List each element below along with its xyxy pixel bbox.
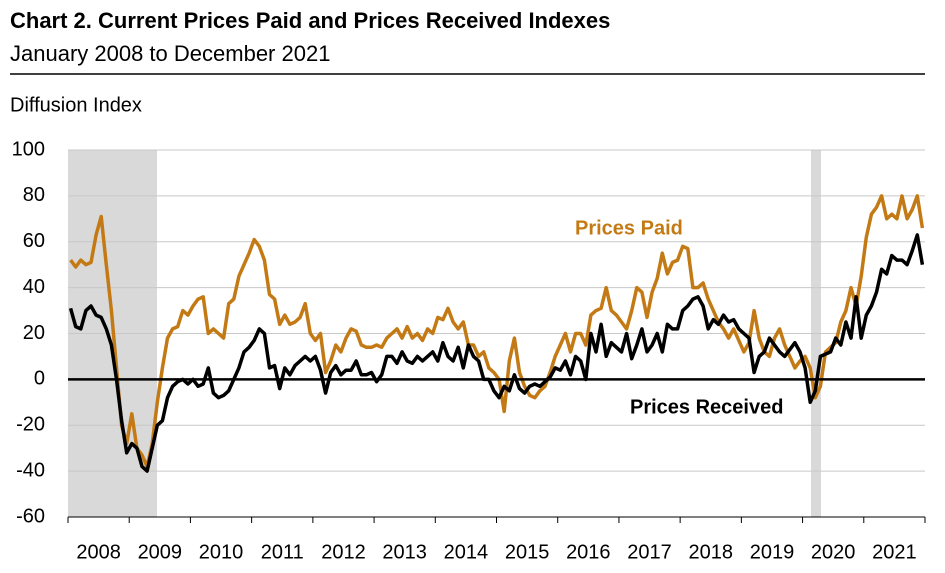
y-axis-label: Diffusion Index — [10, 94, 142, 116]
x-tick-label: 2011 — [261, 541, 304, 563]
x-tick-label: 2019 — [750, 541, 795, 563]
data-line — [69, 194, 925, 469]
y-tick-label: 60 — [23, 230, 45, 252]
y-tick-label: 20 — [23, 322, 45, 344]
x-tick-label: 2010 — [199, 541, 244, 563]
y-tick-label: 80 — [23, 184, 45, 206]
chart-title: Chart 2. Current Prices Paid and Prices … — [10, 8, 610, 33]
y-tick-label: 40 — [23, 276, 45, 298]
x-tick-label: 2015 — [505, 541, 550, 563]
x-tick-label: 2013 — [382, 541, 427, 563]
chart-subtitle: January 2008 to December 2021 — [10, 41, 330, 66]
x-tick-label: 2014 — [444, 541, 489, 563]
x-tick-label: 2009 — [138, 541, 183, 563]
y-tick-label: 100 — [12, 138, 45, 160]
x-tick-label: 2008 — [76, 541, 121, 563]
x-tick-label: 2016 — [566, 541, 611, 563]
series-label: Prices Received — [630, 396, 783, 418]
x-tick-label: 2018 — [689, 541, 734, 563]
data-line — [68, 233, 925, 473]
y-tick-label: -60 — [16, 505, 45, 527]
y-tick-label: 0 — [34, 368, 45, 390]
x-tick-label: 2020 — [811, 541, 856, 563]
x-tick-label: 2017 — [627, 541, 672, 563]
x-tick-label: 2012 — [321, 541, 366, 563]
y-tick-label: -40 — [16, 459, 45, 481]
x-tick-label: 2021 — [872, 541, 917, 563]
series-label: Prices Paid — [575, 217, 683, 239]
y-tick-label: -20 — [16, 414, 45, 436]
